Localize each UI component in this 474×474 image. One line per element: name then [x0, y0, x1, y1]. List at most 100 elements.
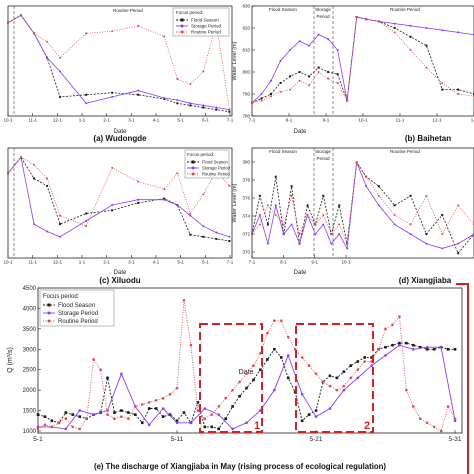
data-point — [270, 79, 273, 82]
panel-d-xlabel: Date — [294, 270, 307, 276]
x-tick-label: 10-1 — [3, 118, 13, 123]
data-point — [252, 378, 255, 382]
data-point — [238, 394, 241, 398]
data-point — [336, 82, 339, 84]
panel-e-ylabel: Q (m³/s) — [7, 347, 14, 373]
data-point — [439, 429, 443, 433]
highlight-box-1-frame — [199, 323, 263, 433]
panel-e-legend-box — [39, 289, 115, 327]
data-point — [238, 380, 241, 384]
data-point — [425, 421, 429, 425]
data-point — [127, 411, 130, 414]
panel-b-series — [251, 16, 474, 104]
data-point — [308, 75, 311, 78]
data-point — [425, 233, 428, 236]
data-point — [266, 331, 269, 335]
y-tick-label: 374 — [242, 214, 250, 219]
y-tick-label: 4000 — [23, 306, 37, 312]
data-point — [266, 358, 269, 361]
data-point — [33, 163, 36, 166]
data-point — [279, 90, 282, 93]
data-point — [441, 88, 444, 91]
data-point — [252, 364, 255, 367]
data-point — [163, 35, 166, 38]
data-point — [425, 66, 428, 69]
data-point — [50, 425, 54, 429]
data-point — [393, 223, 396, 226]
data-point — [7, 172, 9, 175]
panel-c-x-ticks: 10-1 11-1 12-1 1-1 2-1 3-1 4-1 5-1 6-1 7-1 — [3, 255, 234, 265]
panel-e-legend-title: Focus period: — [43, 294, 80, 300]
data-point — [363, 360, 366, 363]
y-tick-label: 2000 — [23, 388, 37, 394]
data-point — [147, 401, 151, 404]
legend-label: Flood Season — [191, 18, 219, 23]
data-point — [409, 223, 412, 226]
data-point — [279, 60, 282, 62]
panel-d-period-storage: Storage — [315, 149, 331, 154]
x-tick-label: 3-1 — [128, 118, 135, 123]
data-point — [140, 421, 144, 425]
data-point — [370, 356, 373, 359]
data-point — [289, 75, 292, 78]
data-point — [175, 421, 179, 425]
data-point — [113, 417, 116, 421]
panel-b-xlabel: Date — [294, 129, 307, 135]
data-point — [127, 417, 130, 421]
data-point — [393, 204, 396, 207]
data-point — [349, 364, 353, 367]
data-point — [64, 411, 68, 414]
panel-b-period-storage-2: Period — [316, 14, 330, 19]
data-point — [393, 213, 396, 216]
data-point — [228, 184, 231, 187]
x-tick-label: 12-1 — [53, 118, 63, 123]
x-tick-label: 5-1 — [177, 118, 184, 123]
data-point — [409, 24, 412, 27]
x-tick-label: 5-21 — [310, 436, 323, 443]
data-point — [286, 335, 290, 339]
panel-d-caption: (d) Xiangjiaba — [399, 276, 452, 285]
legend-label: Flood Season — [58, 303, 95, 309]
panel-d-period-storage-2: Period — [316, 156, 330, 161]
data-point — [418, 417, 422, 421]
data-point — [425, 27, 428, 29]
data-point — [163, 198, 166, 201]
legend-marker — [191, 172, 195, 176]
data-point — [137, 93, 140, 96]
data-point — [120, 415, 123, 418]
data-point — [163, 188, 166, 191]
data-point — [274, 204, 277, 207]
panel-e-series — [36, 298, 457, 433]
data-point — [393, 31, 396, 34]
data-point — [251, 233, 253, 236]
panel-b-plot-frame — [251, 5, 474, 117]
data-point — [298, 40, 301, 43]
series-line-storage-period — [7, 156, 230, 238]
data-point — [20, 156, 23, 159]
legend-label: Storage Period — [191, 24, 222, 29]
series-line-flood-season — [251, 161, 474, 254]
data-point — [398, 343, 401, 347]
data-point — [215, 106, 218, 109]
data-point — [163, 197, 166, 200]
data-point — [266, 242, 269, 245]
data-point — [154, 399, 158, 402]
data-point — [43, 423, 47, 427]
x-tick-label: 4-1 — [153, 118, 160, 123]
legend-label: Routine Period — [191, 30, 221, 35]
data-point — [189, 83, 192, 86]
data-point — [412, 405, 415, 408]
data-point — [300, 392, 304, 396]
data-point — [405, 341, 408, 345]
panel-a-legend-title: Focus period: — [176, 10, 203, 15]
data-point — [176, 172, 179, 175]
data-point — [330, 242, 333, 245]
panel-e-legend: Focus period: Flood Season Storage Period… — [39, 289, 115, 327]
data-point — [290, 194, 293, 197]
data-point — [321, 380, 325, 384]
data-point — [306, 213, 309, 216]
data-point — [85, 102, 88, 105]
data-point — [154, 407, 158, 410]
data-point — [336, 49, 339, 51]
